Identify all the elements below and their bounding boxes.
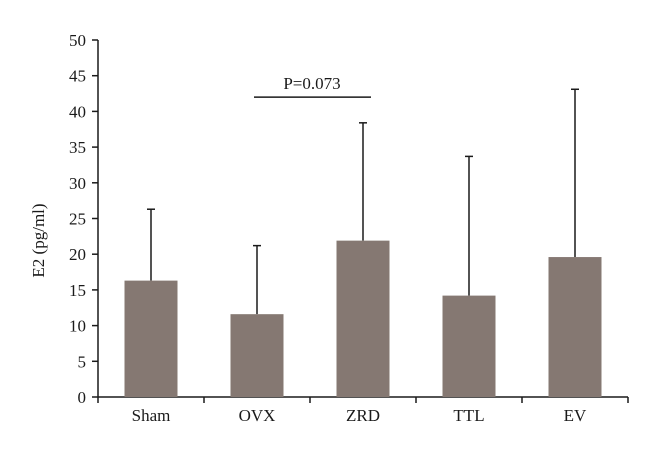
y-tick-label: 30 <box>69 174 86 193</box>
y-tick-label: 5 <box>78 352 87 371</box>
x-category-label: OVX <box>239 406 276 425</box>
significance-annotation: P=0.073 <box>254 74 371 98</box>
x-category-label: EV <box>564 406 587 425</box>
y-tick-label: 10 <box>69 317 86 336</box>
bar <box>230 314 284 397</box>
bars <box>124 240 602 397</box>
p-value-label: P=0.073 <box>283 74 340 93</box>
y-tick-label: 25 <box>69 210 86 229</box>
x-category-label: TTL <box>453 406 484 425</box>
x-axis: Sham OVX ZRD TTL EV <box>97 396 629 425</box>
y-tick-label: 15 <box>69 281 86 300</box>
bar <box>124 280 178 397</box>
bar <box>548 257 602 397</box>
bar <box>336 240 390 397</box>
y-tick-label: 40 <box>69 102 86 121</box>
y-tick-label: 0 <box>78 388 87 407</box>
error-bars <box>147 88 579 315</box>
y-tick-label: 45 <box>69 67 86 86</box>
bar <box>442 295 496 397</box>
y-tick-label: 20 <box>69 245 86 264</box>
y-axis: 0 5 10 15 20 25 30 35 40 45 50 <box>69 31 99 407</box>
y-tick-label: 35 <box>69 138 86 157</box>
y-tick-label: 50 <box>69 31 86 50</box>
x-category-label: Sham <box>132 406 171 425</box>
y-axis-title: E2 (pg/ml) <box>29 203 48 277</box>
x-category-label: ZRD <box>346 406 380 425</box>
